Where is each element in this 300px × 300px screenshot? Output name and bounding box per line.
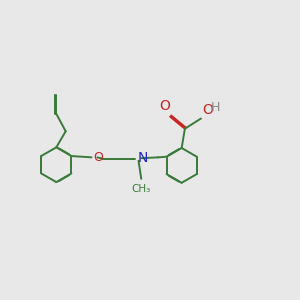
Text: N: N — [137, 151, 148, 165]
Text: O: O — [94, 151, 103, 164]
Text: CH₃: CH₃ — [132, 184, 151, 194]
Text: O: O — [159, 100, 170, 113]
Text: H: H — [210, 101, 220, 114]
Text: O: O — [202, 103, 213, 117]
